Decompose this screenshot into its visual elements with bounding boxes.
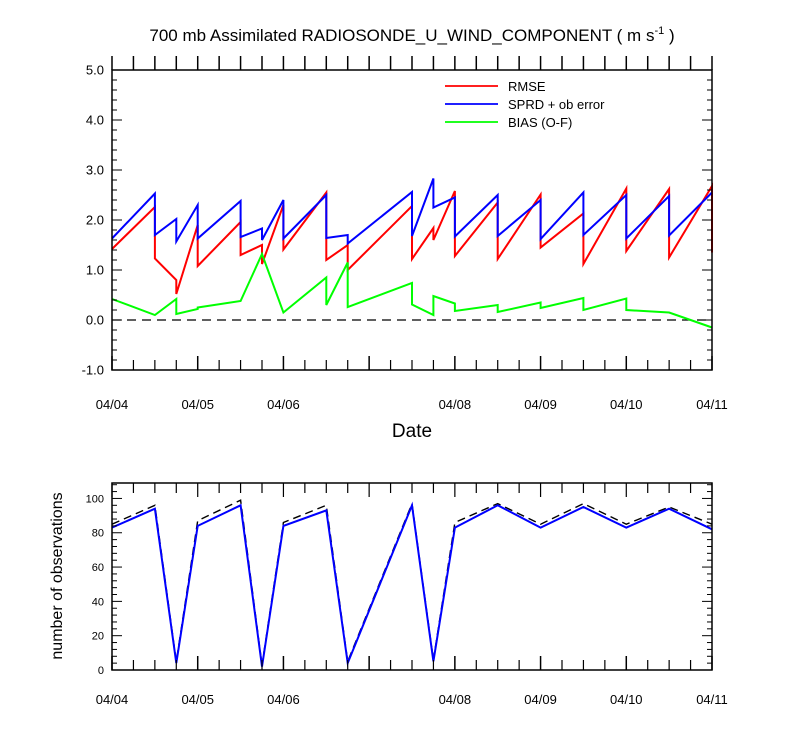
x-tick-label: 04/10 [610, 692, 643, 707]
bottom-x-tick-labels: 04/04 04/05 04/06 04/08 04/09 04/10 04/11 [96, 692, 728, 707]
chart-title-close: ) [664, 26, 674, 45]
y-tick-label: 1.0 [86, 263, 104, 278]
x-tick-label: 04/06 [267, 692, 300, 707]
x-axis-label: Date [392, 421, 432, 442]
bottom-series-lines [111, 499, 713, 667]
y-tick-label: 4.0 [86, 113, 104, 128]
series-line-sprd-ob-error [111, 178, 713, 246]
rmse-spread-bias-chart: 700 mb Assimilated RADIOSONDE_U_WIND_COM… [82, 25, 728, 442]
chart-title-text: 700 mb Assimilated RADIOSONDE_U_WIND_COM… [149, 26, 654, 45]
legend: RMSE SPRD + ob error BIAS (O-F) [445, 79, 605, 130]
x-tick-label: 04/08 [439, 397, 472, 412]
bottom-y-tick-labels: 0 20 40 60 80 100 [86, 493, 104, 677]
y-tick-label: 2.0 [86, 213, 104, 228]
y-tick-label: 0.0 [86, 313, 104, 328]
x-tick-label: 04/09 [524, 397, 557, 412]
y-tick-label: 5.0 [86, 63, 104, 78]
bottom-axis-ticks [111, 483, 713, 671]
x-tick-label: 04/11 [696, 397, 728, 412]
x-tick-label: 04/09 [524, 692, 557, 707]
x-tick-label: 04/05 [181, 692, 214, 707]
series-line-assimilated-observations [111, 501, 713, 667]
y-tick-label: 80 [92, 528, 104, 540]
x-tick-label: 04/11 [696, 692, 728, 707]
x-tick-label: 04/04 [96, 692, 129, 707]
legend-label-bias: BIAS (O-F) [508, 115, 572, 130]
chart-title-superscript: -1 [654, 25, 664, 37]
y-axis-label-observations: number of observations [49, 492, 66, 659]
y-tick-label: -1.0 [82, 363, 104, 378]
y-tick-label: 100 [86, 493, 104, 505]
legend-label-spread: SPRD + ob error [508, 97, 605, 112]
x-tick-label: 04/10 [610, 397, 643, 412]
x-tick-label: 04/08 [439, 692, 472, 707]
series-line-bias-o-f [111, 251, 713, 329]
x-tick-label: 04/05 [181, 397, 214, 412]
x-tick-label: 04/06 [267, 397, 300, 412]
top-axis-ticks [111, 56, 713, 371]
y-tick-label: 40 [92, 596, 104, 608]
legend-label-rmse: RMSE [508, 79, 546, 94]
y-tick-label: 60 [92, 562, 104, 574]
x-tick-label: 04/04 [96, 397, 129, 412]
y-tick-label: 3.0 [86, 163, 104, 178]
top-y-tick-labels: -1.0 0.0 1.0 2.0 3.0 4.0 5.0 [82, 63, 104, 378]
y-tick-label: 0 [98, 665, 104, 677]
top-series-lines [111, 178, 713, 329]
chart-title: 700 mb Assimilated RADIOSONDE_U_WIND_COM… [149, 25, 674, 45]
y-tick-label: 20 [92, 631, 104, 643]
top-x-tick-labels: 04/04 04/05 04/06 04/08 04/09 04/10 04/11 [96, 397, 728, 412]
